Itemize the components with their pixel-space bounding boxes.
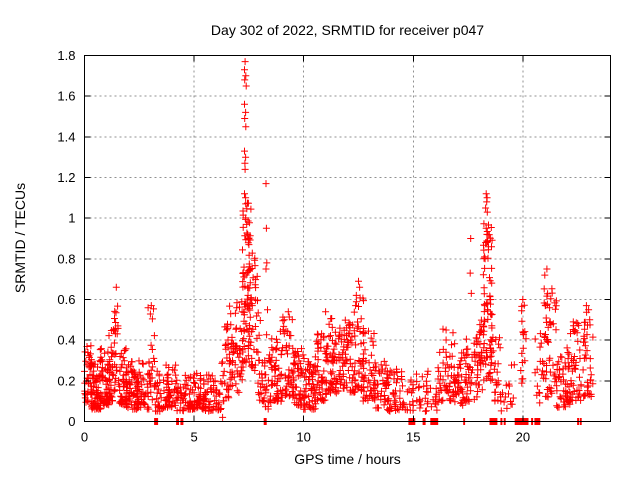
tick-label: 1.2 — [57, 170, 75, 185]
tick-label: 1.6 — [57, 89, 75, 104]
tick-label: 20 — [516, 430, 530, 445]
chart-title: Day 302 of 2022, SRMTID for receiver p04… — [210, 22, 485, 38]
tick-label: 1 — [68, 211, 75, 226]
axes: 0 5 10 15 20 0 0.2 0.4 0.6 0.8 1 1.2 1.4 1.6 1.8 — [57, 48, 611, 445]
tick-label: 0.4 — [57, 333, 75, 348]
tick-label: 0.2 — [57, 373, 75, 388]
tick-label: 0.6 — [57, 292, 75, 307]
tick-label: 0.8 — [57, 251, 75, 266]
tick-label: 0 — [81, 430, 88, 445]
tick-label: 10 — [296, 430, 310, 445]
x-axis-label: GPS time / hours — [294, 451, 401, 467]
tick-label: 15 — [406, 430, 420, 445]
tick-label: 1.8 — [57, 48, 75, 63]
tick-label: 1.4 — [57, 129, 75, 144]
scatter-points — [81, 58, 597, 425]
gridlines — [84, 55, 611, 422]
tick-label: 0 — [68, 414, 75, 429]
tick-label: 5 — [190, 430, 197, 445]
